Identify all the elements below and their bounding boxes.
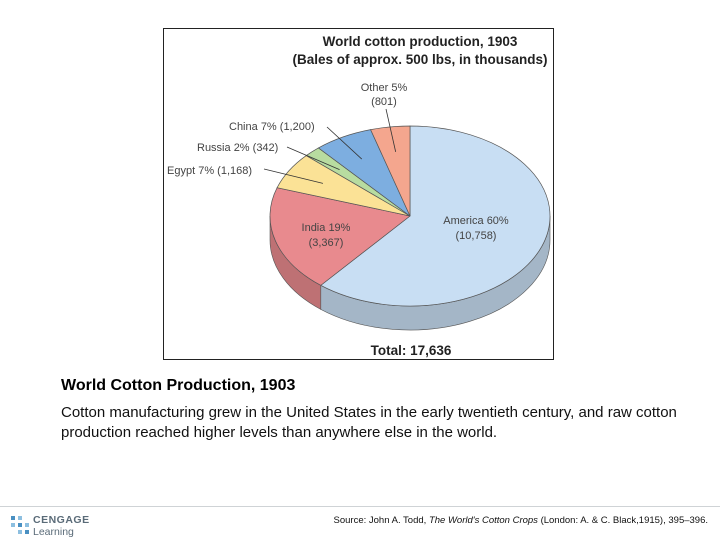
label-india-value: (3,367) [309, 237, 344, 249]
label-other-value: (801) [371, 96, 397, 108]
source-citation: Source: John A. Todd, The World's Cotton… [333, 515, 708, 526]
label-america-value: (10,758) [456, 230, 497, 242]
cengage-mark-icon [11, 516, 29, 534]
logo-word-cengage: CENGAGE [33, 514, 90, 526]
label-other-name: Other 5% [361, 82, 408, 94]
logo-word-learning: Learning [33, 526, 74, 538]
chart-figure: World cotton production, 1903 (Bales of … [163, 28, 554, 360]
source-book-title: The World's Cotton Crops [428, 515, 538, 526]
footer-divider [0, 506, 720, 507]
label-china: China 7% (1,200) [229, 121, 315, 133]
label-russia: Russia 2% (342) [197, 142, 278, 154]
chart-title: World cotton production, 1903 [323, 34, 518, 49]
caption-title: World Cotton Production, 1903 [61, 377, 296, 394]
caption-body: Cotton manufacturing grew in the United … [61, 404, 677, 441]
chart-total: Total: 17,636 [371, 343, 452, 358]
label-america-name: America 60% [443, 215, 509, 227]
label-india-name: India 19% [302, 222, 351, 234]
leader-line-other [385, 108, 397, 152]
pie-slice-india [269, 187, 411, 286]
label-egypt: Egypt 7% (1,168) [167, 165, 252, 177]
leader-line-egypt [263, 168, 324, 184]
cengage-logo: CENGAGE Learning [10, 512, 110, 540]
leader-line-china [326, 126, 363, 160]
pie-slice-america [320, 125, 551, 307]
chart-subtitle: (Bales of approx. 500 lbs, in thousands) [292, 52, 547, 67]
leader-line-russia [286, 146, 340, 171]
pie-chart: World cotton production, 1903 (Bales of … [167, 34, 551, 358]
